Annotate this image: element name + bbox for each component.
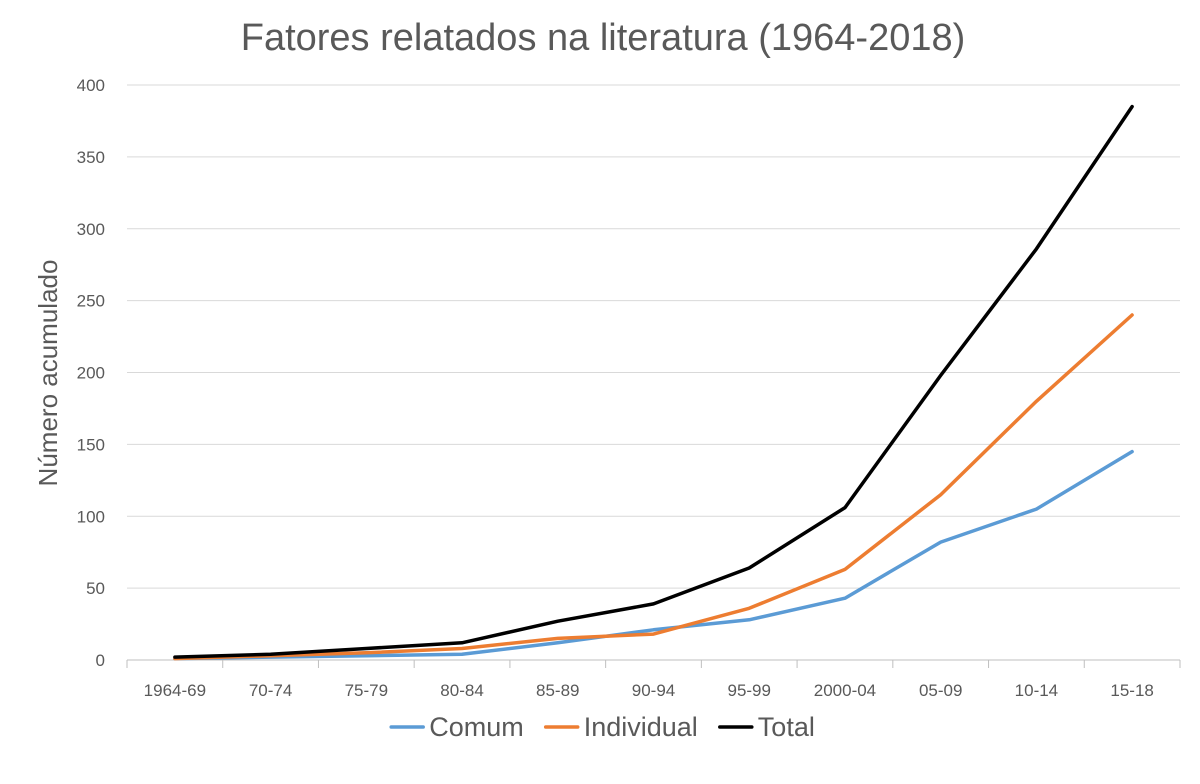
x-tick-label: 10-14 xyxy=(1015,681,1058,700)
y-tick-label: 50 xyxy=(86,579,105,598)
series-line-individual xyxy=(173,313,1134,661)
x-tick-label: 2000-04 xyxy=(814,681,876,700)
legend-item-individual: Individual xyxy=(543,712,698,742)
x-axis xyxy=(126,659,1181,668)
y-tick-label: 400 xyxy=(77,76,105,95)
x-tick-label: 1964-69 xyxy=(144,681,206,700)
x-tick-label: 95-99 xyxy=(727,681,770,700)
x-tick-labels: 1964-69 70-74 75-79 80-84 85-89 90-94 95-99 200… xyxy=(144,681,1154,700)
series-lines xyxy=(173,104,1134,661)
y-tick-label: 0 xyxy=(96,651,105,670)
legend-item-comum: Comum xyxy=(389,712,524,742)
y-tick-label: 300 xyxy=(77,220,105,239)
legend: Comum Individual Total xyxy=(389,712,815,742)
legend-item-total: Total xyxy=(718,712,815,742)
x-tick-label: 75-79 xyxy=(345,681,388,700)
x-tick-label: 80-84 xyxy=(440,681,483,700)
legend-label: Individual xyxy=(584,712,698,742)
y-tick-label: 200 xyxy=(77,364,105,383)
y-tick-label: 250 xyxy=(77,292,105,311)
legend-label: Comum xyxy=(429,712,524,742)
y-tick-labels: 0 50 100 150 200 250 300 350 400 xyxy=(77,76,105,670)
series-line-comum xyxy=(173,449,1134,661)
y-tick-label: 150 xyxy=(77,435,105,454)
x-tick-label: 85-89 xyxy=(536,681,579,700)
y-tick-label: 350 xyxy=(77,148,105,167)
x-tick-label: 05-09 xyxy=(919,681,962,700)
x-tick-label: 90-94 xyxy=(632,681,675,700)
gridlines xyxy=(127,84,1180,589)
legend-label: Total xyxy=(758,712,815,742)
y-axis-label: Número acumulado xyxy=(33,260,63,487)
series-line-total xyxy=(173,104,1134,659)
x-tick-label: 70-74 xyxy=(249,681,292,700)
x-tick-label: 15-18 xyxy=(1110,681,1153,700)
y-tick-label: 100 xyxy=(77,507,105,526)
chart-title: Fatores relatados na literatura (1964-20… xyxy=(241,17,966,59)
